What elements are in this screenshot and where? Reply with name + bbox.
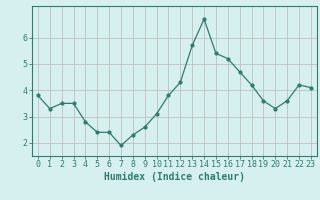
X-axis label: Humidex (Indice chaleur): Humidex (Indice chaleur) [104,172,245,182]
